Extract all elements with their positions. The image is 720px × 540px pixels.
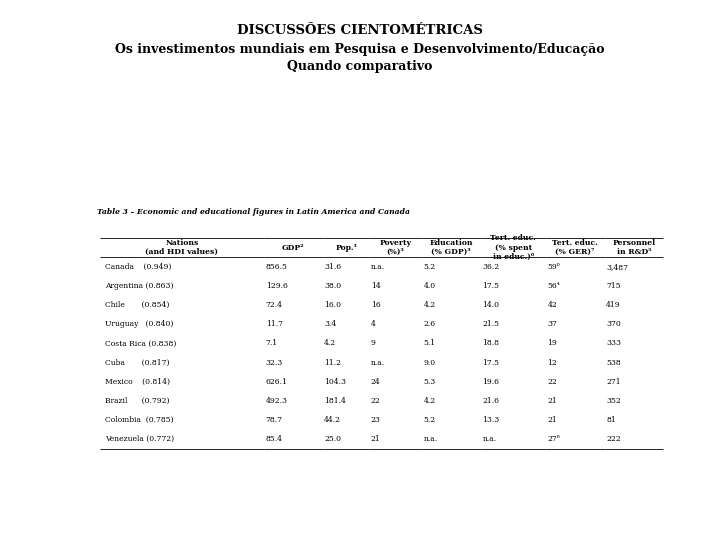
Text: Quando comparativo: Quando comparativo [287,60,433,73]
Text: Table 3 – Economic and educational figures in Latin America and Canada: Table 3 – Economic and educational figur… [97,208,410,216]
Text: DISCUSSÕES CIENTOMÉTRICAS: DISCUSSÕES CIENTOMÉTRICAS [237,24,483,37]
Text: Os investimentos mundiais em Pesquisa e Desenvolvimento/Educação: Os investimentos mundiais em Pesquisa e … [115,43,605,56]
